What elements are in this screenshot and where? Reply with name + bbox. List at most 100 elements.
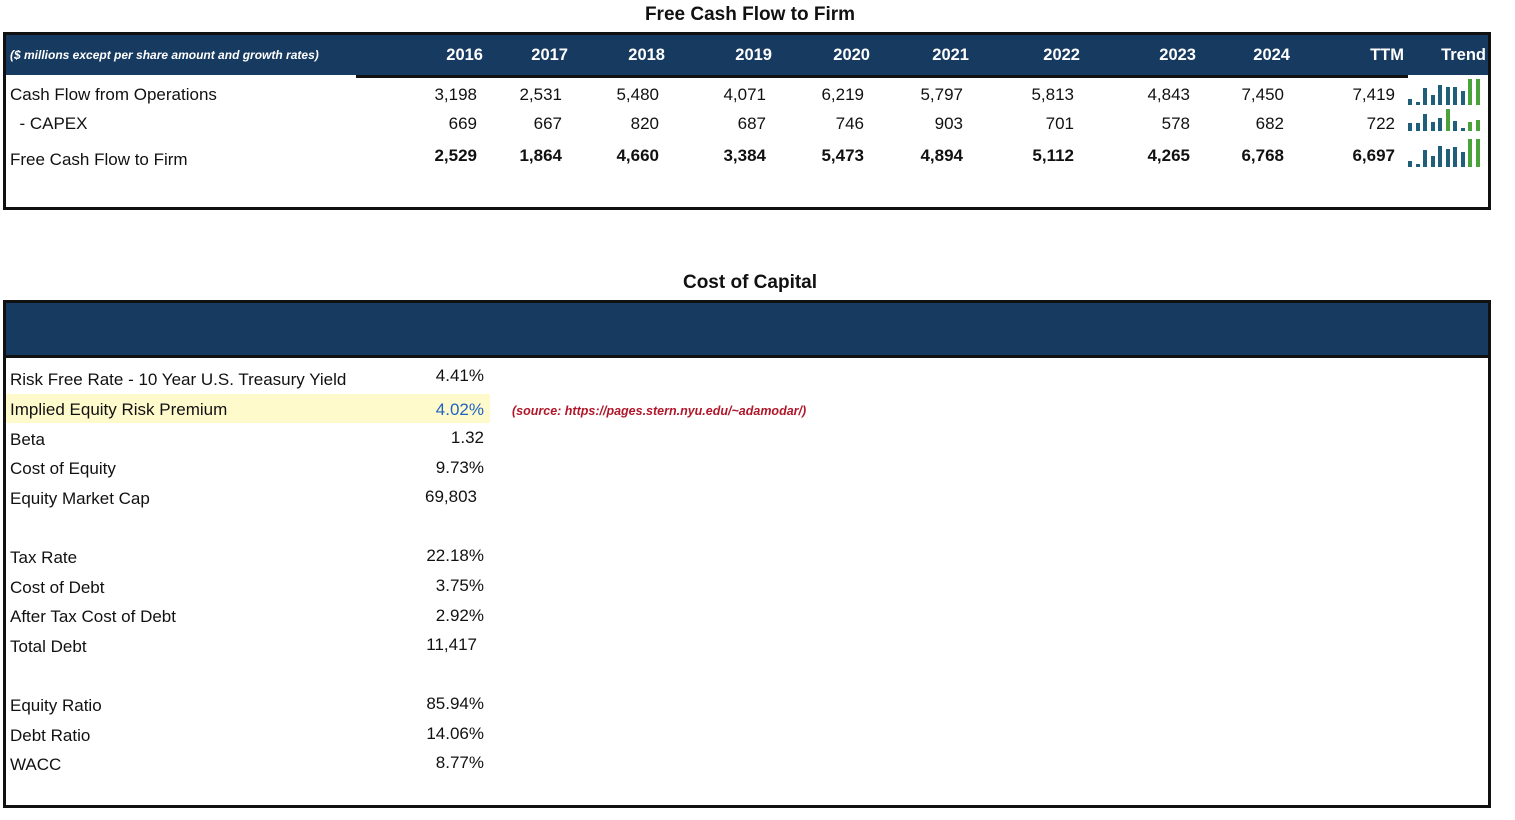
label-equity-risk-premium: Implied Equity Risk Premium xyxy=(10,400,228,419)
label-after-tax-cost-of-debt: After Tax Cost of Debt xyxy=(10,607,176,626)
trend-bar xyxy=(1438,118,1442,131)
cell: 5,473 xyxy=(821,146,864,165)
fcf-table: ($ millions except per share amount and … xyxy=(3,32,1491,210)
value-beta: 1.32 xyxy=(450,428,484,447)
trend-bar xyxy=(1461,128,1465,131)
trend-sparkline-capex xyxy=(1406,109,1490,131)
label-risk-free-rate: Risk Free Rate - 10 Year U.S. Treasury Y… xyxy=(10,370,347,389)
col-trend: Trend xyxy=(1441,46,1486,64)
label-equity-market-cap: Equity Market Cap xyxy=(10,489,150,508)
value-after-tax-cost-of-debt: 2.92% xyxy=(435,606,484,625)
cell: 667 xyxy=(533,114,562,133)
cell: 4,894 xyxy=(920,146,963,165)
col-2024: 2024 xyxy=(1253,46,1290,64)
cell: 2,529 xyxy=(434,146,477,165)
cell: 6,697 xyxy=(1352,146,1395,165)
label-total-debt: Total Debt xyxy=(10,637,87,656)
trend-bar xyxy=(1453,87,1457,105)
cell: 7,450 xyxy=(1241,85,1284,104)
trend-bar xyxy=(1476,79,1480,105)
label-wacc: WACC xyxy=(10,755,62,774)
value-cost-of-equity: 9.73% xyxy=(435,458,484,477)
value-cost-of-debt: 3.75% xyxy=(435,576,484,595)
cell: 2,531 xyxy=(519,85,562,104)
cell: 3,198 xyxy=(434,85,477,104)
trend-bar xyxy=(1461,152,1465,167)
source-note: (source: https://pages.stern.nyu.edu/~ad… xyxy=(512,404,807,418)
col-2022: 2022 xyxy=(1043,46,1080,64)
label-cost-of-equity: Cost of Equity xyxy=(10,459,116,478)
cell: 4,265 xyxy=(1147,146,1190,165)
row-label-cfo: Cash Flow from Operations xyxy=(10,85,217,104)
label-tax-rate: Tax Rate xyxy=(10,548,78,567)
trend-bar xyxy=(1416,164,1420,167)
header-underline xyxy=(356,75,1408,78)
cell: 669 xyxy=(448,114,477,133)
value-total-debt: 11,417 xyxy=(426,635,477,654)
trend-sparkline-cfo xyxy=(1406,79,1490,105)
fcf-title: Free Cash Flow to Firm xyxy=(644,4,856,25)
coc-table: Risk Free Rate - 10 Year U.S. Treasury Y… xyxy=(3,300,1491,808)
trend-bar xyxy=(1408,161,1412,167)
value-risk-free-rate: 4.41% xyxy=(435,366,484,385)
trend-bar xyxy=(1431,95,1435,105)
cell: 5,813 xyxy=(1031,85,1074,104)
value-equity-ratio: 85.94% xyxy=(426,694,484,713)
col-2017: 2017 xyxy=(531,46,568,64)
row-label-capex: - CAPEX xyxy=(10,114,88,133)
trend-bar xyxy=(1446,87,1450,105)
label-debt-ratio: Debt Ratio xyxy=(10,726,91,745)
col-2023: 2023 xyxy=(1159,46,1196,64)
col-ttm: TTM xyxy=(1370,46,1404,64)
cell: 687 xyxy=(737,114,766,133)
value-debt-ratio: 14.06% xyxy=(426,724,484,743)
cell: 1,864 xyxy=(519,146,562,165)
trend-bar xyxy=(1416,123,1420,131)
cell: 820 xyxy=(630,114,659,133)
row-label-fcff: Free Cash Flow to Firm xyxy=(10,150,188,169)
trend-bar xyxy=(1468,139,1472,167)
cell: 5,797 xyxy=(920,85,963,104)
trend-bar xyxy=(1453,121,1457,131)
trend-bar xyxy=(1438,85,1442,105)
col-2021: 2021 xyxy=(932,46,969,64)
units-note: ($ millions except per share amount and … xyxy=(10,48,319,62)
label-beta: Beta xyxy=(10,430,45,449)
trend-bar xyxy=(1408,99,1412,105)
trend-bar xyxy=(1468,122,1472,131)
trend-bar xyxy=(1438,146,1442,167)
trend-bar xyxy=(1408,123,1412,131)
col-2018: 2018 xyxy=(628,46,665,64)
trend-bar xyxy=(1423,150,1427,167)
cell: 3,384 xyxy=(723,146,766,165)
trend-bar xyxy=(1416,102,1420,105)
label-cost-of-debt: Cost of Debt xyxy=(10,578,105,597)
trend-bar xyxy=(1446,109,1450,131)
trend-bar xyxy=(1453,147,1457,167)
cell: 578 xyxy=(1161,114,1190,133)
cell: 701 xyxy=(1045,114,1074,133)
trend-bar xyxy=(1423,88,1427,105)
cell: 682 xyxy=(1255,114,1284,133)
trend-bar xyxy=(1431,156,1435,167)
coc-title: Cost of Capital xyxy=(682,272,818,293)
cell: 4,071 xyxy=(723,85,766,104)
cell: 5,112 xyxy=(1032,146,1074,165)
cell: 722 xyxy=(1366,114,1395,133)
value-equity-risk-premium: 4.02% xyxy=(435,400,484,419)
value-wacc: 8.77% xyxy=(435,753,484,772)
trend-bar xyxy=(1476,139,1480,167)
trend-bar xyxy=(1423,114,1427,131)
cell: 6,768 xyxy=(1241,146,1284,165)
erp-highlight xyxy=(6,394,490,423)
cell: 746 xyxy=(835,114,864,133)
cell: 5,480 xyxy=(616,85,659,104)
value-tax-rate: 22.18% xyxy=(426,546,484,565)
fcf-header-row: ($ millions except per share amount and … xyxy=(6,35,1488,75)
cell: 903 xyxy=(934,114,963,133)
trend-sparkline-fcff xyxy=(1406,139,1490,167)
cell: 4,660 xyxy=(616,146,659,165)
coc-header-bar xyxy=(6,303,1488,358)
trend-bar xyxy=(1446,149,1450,167)
col-2016: 2016 xyxy=(446,46,483,64)
